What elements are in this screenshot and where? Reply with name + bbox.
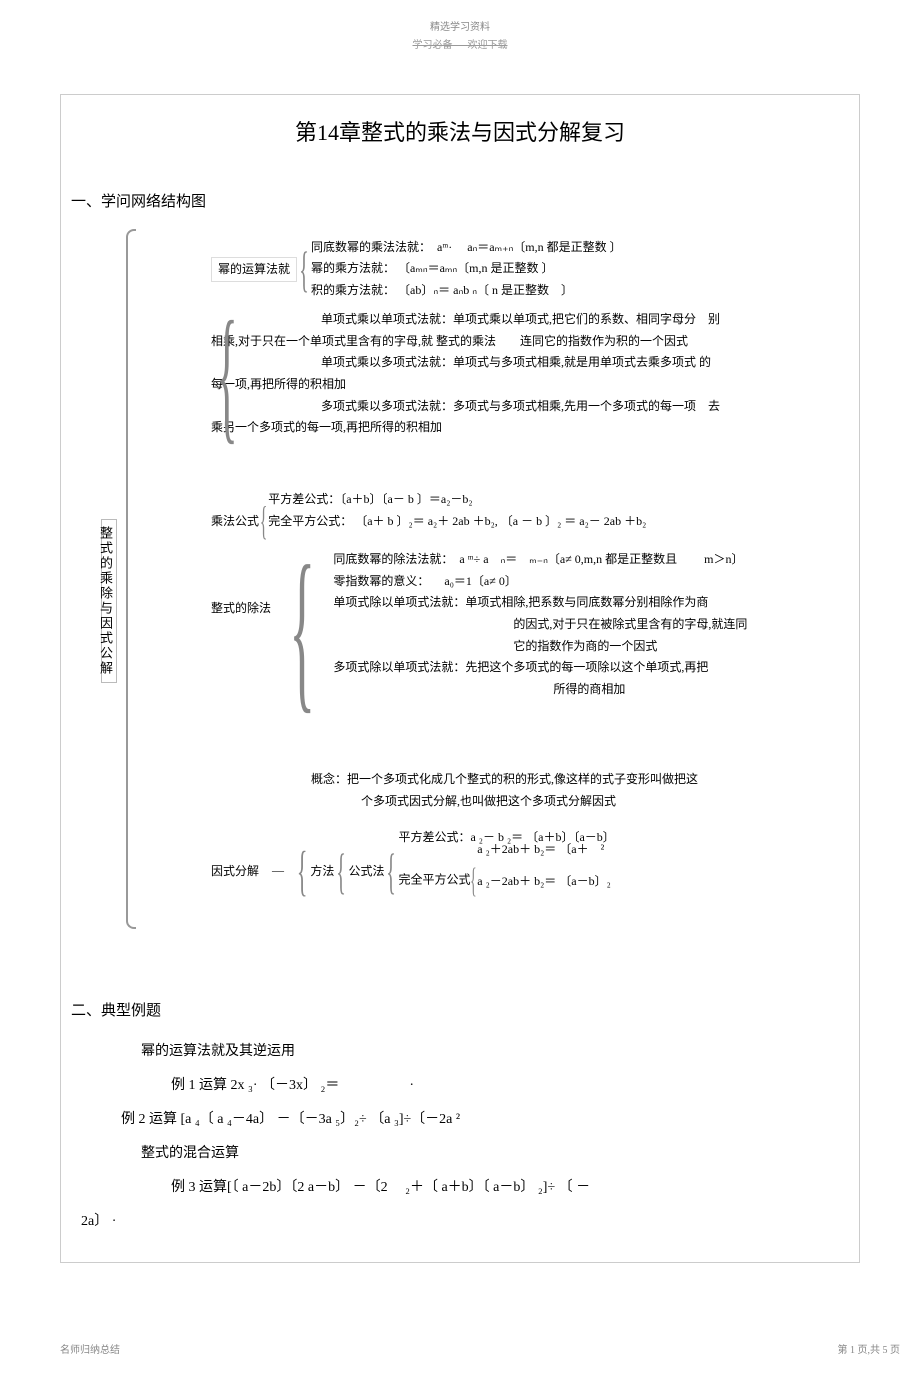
main-title: 第14章整式的乘法与因式分解复习 <box>71 115 849 150</box>
brace-icon: { <box>337 831 347 911</box>
method-label: 方法 <box>310 862 334 881</box>
power-rules-label: 幂的运算法就 <box>211 257 297 282</box>
example-1: 例 1 运算 2x ₃· 〔－3x〕 ₂＝ · <box>171 1072 849 1100</box>
factor-pf2-label: 完全平方公式 <box>398 872 470 886</box>
section1-title: 一、学问网络结构图 <box>71 190 849 214</box>
div-d3: 单项式除以单项式法就：单项式相除,把系数与同底数幂分别相除作为商 <box>333 592 747 614</box>
factor-pf2b: a ₂－2ab＋ b₂＝ 〔a－b〕₂ <box>477 871 611 893</box>
example-3b: 2a〕 · <box>81 1208 849 1236</box>
footer-right: 第 1 页,共 5 页 <box>838 1343 901 1359</box>
brace-icon: { <box>387 831 397 911</box>
factor-pf2a: a ₂＋2ab＋ b₂＝ 〔a＋ ² <box>477 839 611 861</box>
knowledge-diagram: 整式的乘除与因式公解 幂的运算法就 { 同底数幂的乘法法就： aᵐ· aₙ＝aₘ… <box>101 229 849 969</box>
brace-icon: { <box>297 827 308 915</box>
div-d2: 零指数幂的意义： a₀＝1〔a≠ 0〕 <box>333 571 747 593</box>
division-block: 整式的除法 { 同底数幂的除法法就： a ᵐ÷ a ₙ＝ ₘ₋ₙ〔a≠ 0,m,… <box>211 549 747 729</box>
mult-formula-block: 乘法公式 { 平方差公式：〔a＋b〕〔a－ b 〕＝a₂－b₂ 完全平方公式： … <box>211 489 646 553</box>
main-content-border: 第14章整式的乘法与因式分解复习 一、学问网络结构图 整式的乘除与因式公解 幂的… <box>60 94 860 1263</box>
brace-icon: { <box>471 849 478 912</box>
root-label: 整式的乘除与因式公解 <box>101 519 117 683</box>
div-d3c: 它的指数作为商的一个因式 <box>513 636 747 658</box>
poly-line1: 单项式乘以单项式法就：单项式乘以单项式,把它们的系数、相同字母分 别 <box>321 309 831 331</box>
header-sub: 学习必备 --- 欢迎下载 <box>60 38 860 54</box>
power-rules-block: 幂的运算法就 { 同底数幂的乘法法就： aᵐ· aₙ＝aₘ₊ₙ〔m,n 都是正整… <box>211 229 622 309</box>
poly-line4: 每一项,再把所得的积相加 <box>211 374 831 396</box>
formula-f2: 完全平方公式： 〔a＋ b 〕₂＝ a₂＋ 2ab ＋b₂, 〔a － b 〕₂… <box>268 511 646 533</box>
brace-icon: { <box>260 489 268 553</box>
section2-title: 二、典型例题 <box>71 999 849 1023</box>
footer-left: 名师归纳总结 <box>60 1343 860 1359</box>
div-d1: 同底数幂的除法法就： a ᵐ÷ a ₙ＝ ₘ₋ₙ〔a≠ 0,m,n 都是正整数且… <box>333 549 747 571</box>
poly-line2: 相乘,对于只在一个单项式里含有的字母,就 整式的乘法 连同它的指数作为积的一个因… <box>211 331 831 353</box>
examples-block: 幂的运算法就及其逆运用 例 1 运算 2x ₃· 〔－3x〕 ₂＝ · 例 2 … <box>81 1038 849 1236</box>
formula-method-label: 公式法 <box>348 862 384 881</box>
factor-concept2: 个多项式因式分解,也叫做把这个多项式分解因式 <box>361 791 698 813</box>
poly-line5: 多项式乘以多项式法就：多项式与多项式相乘,先用一个多项式的每一项 去 <box>321 396 831 418</box>
brace-icon: { <box>299 229 309 309</box>
div-d4: 多项式除以单项式法就：先把这个多项式的每一项除以这个单项式,再把 <box>333 657 747 679</box>
header-top: 精选学习资料 <box>60 20 860 36</box>
poly-mult-block: 单项式乘以单项式法就：单项式乘以单项式,把它们的系数、相同字母分 别 相乘,对于… <box>211 309 831 439</box>
example-2: 例 2 运算 [a ₄〔 a ₄－4a〕 －〔－3a ₅〕₂÷ 〔a ₃]÷〔－… <box>121 1106 849 1134</box>
examples-sub2: 整式的混合运算 <box>141 1140 849 1168</box>
factor-block: 概念：把一个多项式化成几个整式的积的形式,像这样的式子变形叫做把这 个多项式因式… <box>211 769 698 915</box>
mult-formula-label: 乘法公式 <box>211 512 259 531</box>
brace-icon: { <box>216 299 238 449</box>
div-d3b: 的因式,对于只在被除式里含有的字母,就连同 <box>513 614 747 636</box>
division-label: 整式的除法 <box>211 599 271 618</box>
footer: 名师归纳总结 第 1 页,共 5 页 <box>60 1343 860 1359</box>
factor-concept: 概念：把一个多项式化成几个整式的积的形式,像这样的式子变形叫做把这 <box>311 769 698 791</box>
poly-line6: 乘另一个多项式的每一项,再把所得的积相加 <box>211 417 831 439</box>
factor-label: 因式分解 <box>211 862 259 881</box>
examples-sub1: 幂的运算法就及其逆运用 <box>141 1038 849 1066</box>
formula-f1: 平方差公式：〔a＋b〕〔a－ b 〕＝a₂－b₂ <box>268 489 646 511</box>
power-rule1: 同底数幂的乘法法就： aᵐ· aₙ＝aₘ₊ₙ〔m,n 都是正整数 〕 <box>311 237 622 259</box>
example-3: 例 3 运算[〔 a－2b〕〔2 a－b〕 －〔2 ₂＋〔 a＋b〕〔 a－b〕… <box>171 1174 849 1202</box>
root-brace <box>126 229 136 929</box>
poly-line3: 单项式乘以多项式法就：单项式与多项式相乘,就是用单项式去乘多项式 的 <box>321 352 831 374</box>
brace-icon: { <box>289 539 315 719</box>
power-rule2: 幂的乘方法就： 〔aₘₙ＝aₘₙ〔m,n 是正整数 〕 <box>311 258 622 280</box>
div-d4b: 所得的商相加 <box>553 679 747 701</box>
power-rule3: 积的乘方法就： 〔ab〕ₙ＝ aₙb ₙ〔 n 是正整数 〕 <box>311 280 622 302</box>
